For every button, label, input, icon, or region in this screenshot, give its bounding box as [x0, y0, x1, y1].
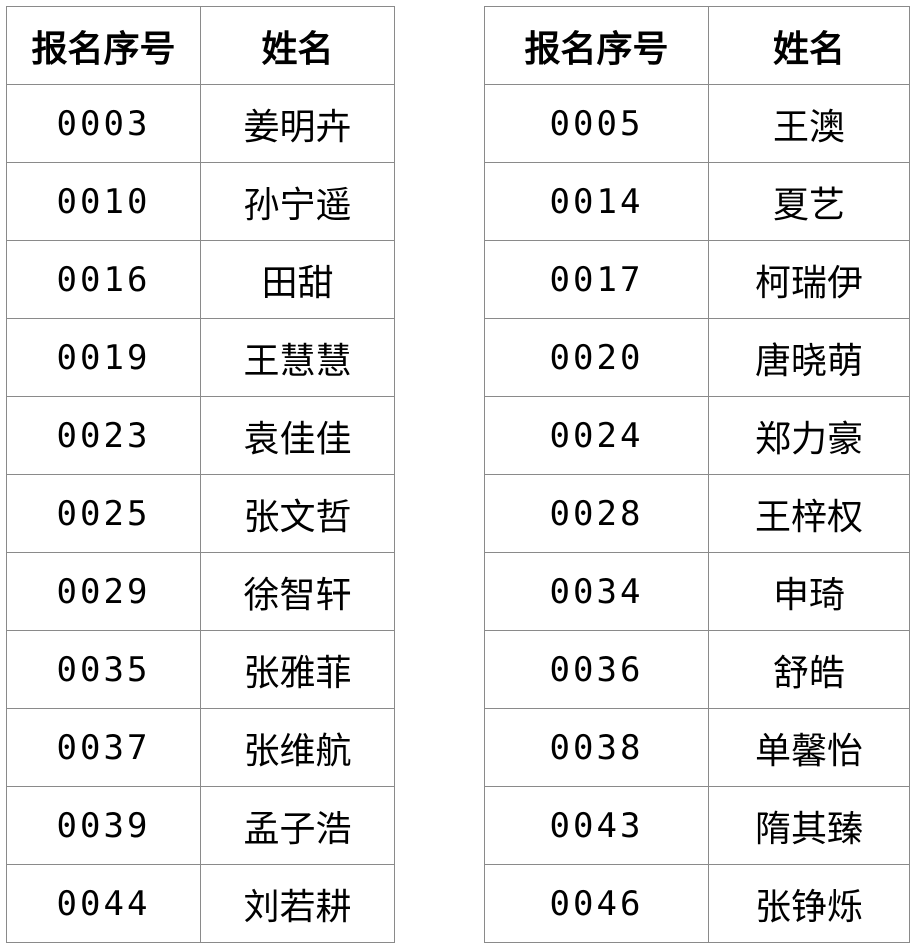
name-cell: 袁佳佳: [200, 396, 395, 475]
table-row: 0003 姜明卉: [6, 84, 395, 163]
table-row: 0034 申琦: [484, 552, 910, 631]
name-cell: 申琦: [708, 552, 910, 631]
table-row: 0028 王梓权: [484, 474, 910, 553]
registration-number-cell: 0034: [484, 552, 709, 631]
table-row: 0039 孟子浩: [6, 786, 395, 865]
header-id: 报名序号: [484, 6, 709, 85]
registration-number-cell: 0039: [6, 786, 201, 865]
registration-number-cell: 0003: [6, 84, 201, 163]
name-cell: 王慧慧: [200, 318, 395, 397]
registration-number-cell: 0005: [484, 84, 709, 163]
registration-number-cell: 0035: [6, 630, 201, 709]
registration-number-cell: 0028: [484, 474, 709, 553]
name-cell: 孟子浩: [200, 786, 395, 865]
registration-number-cell: 0037: [6, 708, 201, 787]
registration-number-cell: 0017: [484, 240, 709, 319]
table-row: 0023 袁佳佳: [6, 396, 395, 475]
table-row: 0029 徐智轩: [6, 552, 395, 631]
registration-number-cell: 0019: [6, 318, 201, 397]
table-row: 0044 刘若耕: [6, 864, 395, 943]
name-cell: 夏艺: [708, 162, 910, 241]
registration-number-cell: 0046: [484, 864, 709, 943]
registration-number-cell: 0020: [484, 318, 709, 397]
table-row: 0019 王慧慧: [6, 318, 395, 397]
header-row: 报名序号 姓名: [484, 6, 910, 85]
name-cell: 张雅菲: [200, 630, 395, 709]
name-cell: 张文哲: [200, 474, 395, 553]
header-name: 姓名: [708, 6, 910, 85]
table-row: 0046 张铮烁: [484, 864, 910, 943]
registration-table-right: 报名序号 姓名 0005 王澳 0014 夏艺 0017 柯瑞伊 0020 唐晓萌 0024 郑力…: [484, 6, 910, 943]
registration-number-cell: 0044: [6, 864, 201, 943]
name-cell: 姜明卉: [200, 84, 395, 163]
name-cell: 王澳: [708, 84, 910, 163]
registration-number-cell: 0016: [6, 240, 201, 319]
table-row: 0017 柯瑞伊: [484, 240, 910, 319]
table-row: 0025 张文哲: [6, 474, 395, 553]
name-cell: 舒皓: [708, 630, 910, 709]
table-row: 0020 唐晓萌: [484, 318, 910, 397]
registration-number-cell: 0023: [6, 396, 201, 475]
table-row: 0037 张维航: [6, 708, 395, 787]
table-row: 0038 单馨怡: [484, 708, 910, 787]
registration-number-cell: 0036: [484, 630, 709, 709]
registration-number-cell: 0043: [484, 786, 709, 865]
name-cell: 柯瑞伊: [708, 240, 910, 319]
name-cell: 王梓权: [708, 474, 910, 553]
name-cell: 张维航: [200, 708, 395, 787]
header-id: 报名序号: [6, 6, 201, 85]
table-row: 0035 张雅菲: [6, 630, 395, 709]
table-row: 0043 隋其臻: [484, 786, 910, 865]
registration-number-cell: 0024: [484, 396, 709, 475]
table-row: 0014 夏艺: [484, 162, 910, 241]
name-cell: 单馨怡: [708, 708, 910, 787]
name-cell: 刘若耕: [200, 864, 395, 943]
registration-table-left: 报名序号 姓名 0003 姜明卉 0010 孙宁遥 0016 田甜 0019 王慧慧 0023 袁…: [6, 6, 395, 943]
header-row: 报名序号 姓名: [6, 6, 395, 85]
name-cell: 隋其臻: [708, 786, 910, 865]
name-cell: 孙宁遥: [200, 162, 395, 241]
table-row: 0005 王澳: [484, 84, 910, 163]
registration-number-cell: 0029: [6, 552, 201, 631]
registration-number-cell: 0010: [6, 162, 201, 241]
name-cell: 郑力豪: [708, 396, 910, 475]
table-row: 0024 郑力豪: [484, 396, 910, 475]
header-name: 姓名: [200, 6, 395, 85]
name-cell: 徐智轩: [200, 552, 395, 631]
registration-number-cell: 0025: [6, 474, 201, 553]
table-row: 0036 舒皓: [484, 630, 910, 709]
registration-number-cell: 0038: [484, 708, 709, 787]
table-row: 0010 孙宁遥: [6, 162, 395, 241]
name-cell: 唐晓萌: [708, 318, 910, 397]
table-row: 0016 田甜: [6, 240, 395, 319]
name-cell: 田甜: [200, 240, 395, 319]
name-cell: 张铮烁: [708, 864, 910, 943]
registration-number-cell: 0014: [484, 162, 709, 241]
